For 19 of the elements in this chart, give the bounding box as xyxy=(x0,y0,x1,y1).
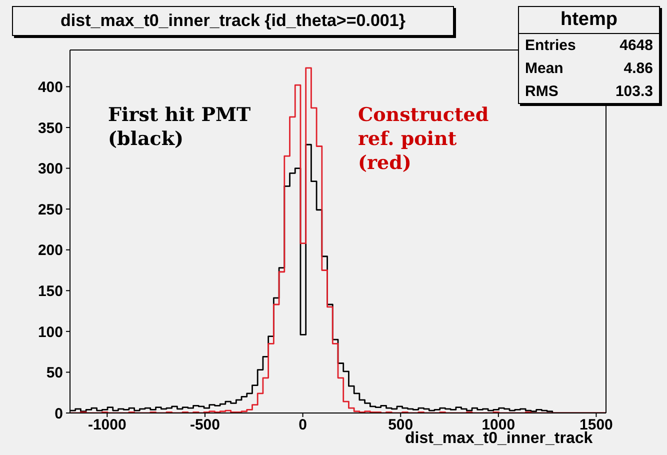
y-tick-label: 0 xyxy=(54,405,63,422)
text: htemp xyxy=(519,7,659,34)
y-tick-label: 150 xyxy=(38,282,63,300)
y-tick-label: 100 xyxy=(38,324,63,341)
y-tick-label: 350 xyxy=(38,120,63,137)
text: Entries 4648 xyxy=(525,37,653,54)
x-tick-label: -500 xyxy=(190,416,220,434)
annotation: Constructed ref. point (red) xyxy=(358,103,490,175)
chart-title: dist_max_t0_inner_track {id_theta>=0.001} xyxy=(12,6,454,36)
text: RMS 103.3 xyxy=(525,83,653,100)
y-tick-label: 400 xyxy=(38,79,63,96)
y-tick-label: 250 xyxy=(38,201,63,218)
y-tick-label: 200 xyxy=(38,242,63,260)
annotation: First hit PMT (black) xyxy=(108,103,252,151)
x-tick-label: -1000 xyxy=(88,416,126,434)
x-tick-label: 0 xyxy=(298,416,307,434)
text: Mean 4.86 xyxy=(525,60,653,77)
y-tick-label: 300 xyxy=(38,160,63,178)
y-tick-label: 50 xyxy=(46,364,63,382)
